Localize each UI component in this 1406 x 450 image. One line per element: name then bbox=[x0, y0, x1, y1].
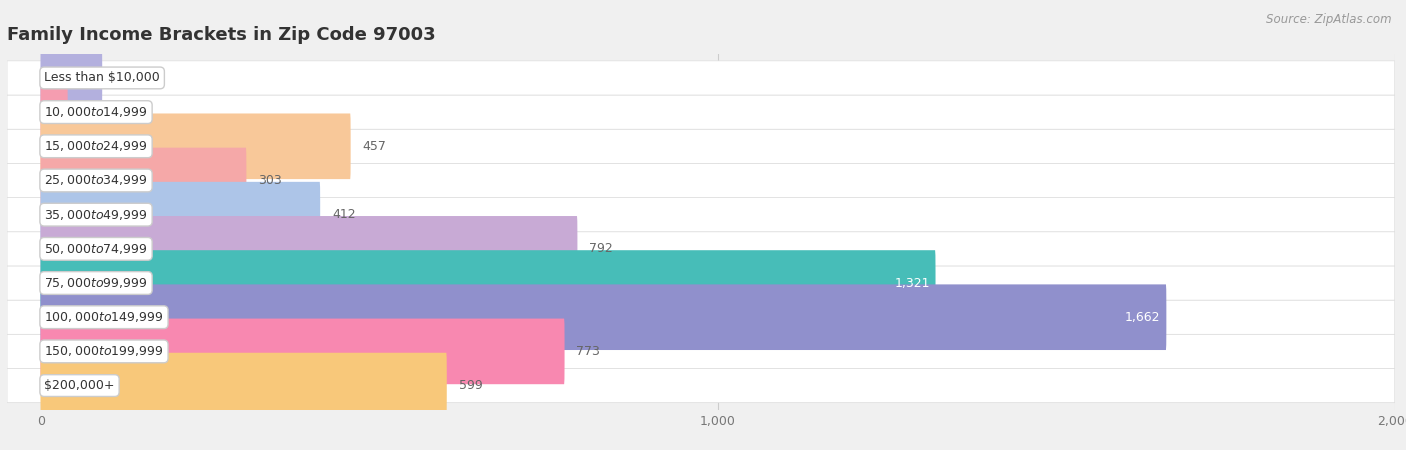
FancyBboxPatch shape bbox=[41, 148, 246, 213]
FancyBboxPatch shape bbox=[41, 353, 447, 418]
Text: $10,000 to $14,999: $10,000 to $14,999 bbox=[44, 105, 148, 119]
FancyBboxPatch shape bbox=[41, 284, 1167, 350]
FancyBboxPatch shape bbox=[41, 113, 350, 179]
Text: $35,000 to $49,999: $35,000 to $49,999 bbox=[44, 207, 148, 222]
Text: 599: 599 bbox=[458, 379, 482, 392]
Text: Family Income Brackets in Zip Code 97003: Family Income Brackets in Zip Code 97003 bbox=[7, 26, 436, 44]
FancyBboxPatch shape bbox=[41, 45, 103, 111]
FancyBboxPatch shape bbox=[7, 266, 1395, 300]
FancyBboxPatch shape bbox=[7, 61, 1395, 95]
Text: 773: 773 bbox=[576, 345, 600, 358]
FancyBboxPatch shape bbox=[7, 369, 1395, 403]
FancyBboxPatch shape bbox=[41, 319, 565, 384]
Text: 1,662: 1,662 bbox=[1125, 310, 1160, 324]
Text: $50,000 to $74,999: $50,000 to $74,999 bbox=[44, 242, 148, 256]
FancyBboxPatch shape bbox=[7, 95, 1395, 129]
Text: 1,321: 1,321 bbox=[894, 276, 929, 289]
FancyBboxPatch shape bbox=[41, 250, 935, 316]
Text: 457: 457 bbox=[363, 140, 387, 153]
FancyBboxPatch shape bbox=[7, 300, 1395, 334]
Text: $100,000 to $149,999: $100,000 to $149,999 bbox=[44, 310, 163, 324]
Text: 303: 303 bbox=[259, 174, 283, 187]
Text: $25,000 to $34,999: $25,000 to $34,999 bbox=[44, 174, 148, 188]
Text: $15,000 to $24,999: $15,000 to $24,999 bbox=[44, 140, 148, 153]
FancyBboxPatch shape bbox=[41, 216, 578, 282]
FancyBboxPatch shape bbox=[7, 163, 1395, 198]
Text: 39: 39 bbox=[80, 106, 96, 119]
FancyBboxPatch shape bbox=[7, 334, 1395, 369]
Text: 412: 412 bbox=[332, 208, 356, 221]
FancyBboxPatch shape bbox=[41, 79, 67, 145]
Text: $75,000 to $99,999: $75,000 to $99,999 bbox=[44, 276, 148, 290]
Text: Less than $10,000: Less than $10,000 bbox=[44, 72, 160, 85]
Text: 792: 792 bbox=[589, 243, 613, 255]
Text: $200,000+: $200,000+ bbox=[44, 379, 115, 392]
FancyBboxPatch shape bbox=[41, 182, 321, 248]
Text: $150,000 to $199,999: $150,000 to $199,999 bbox=[44, 344, 163, 358]
FancyBboxPatch shape bbox=[7, 198, 1395, 232]
Text: 90: 90 bbox=[114, 72, 129, 85]
FancyBboxPatch shape bbox=[7, 232, 1395, 266]
FancyBboxPatch shape bbox=[7, 129, 1395, 163]
Text: Source: ZipAtlas.com: Source: ZipAtlas.com bbox=[1267, 14, 1392, 27]
